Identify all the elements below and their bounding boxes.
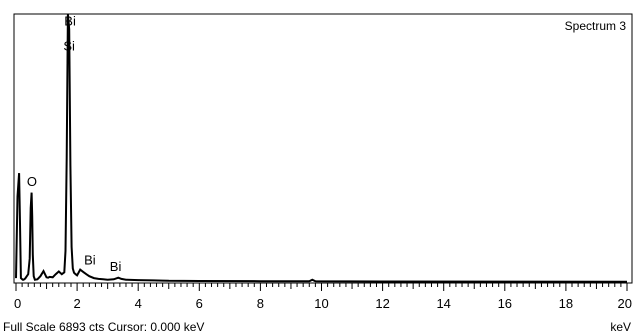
footer-status: Full Scale 6893 cts Cursor: 0.000 keV [3, 320, 204, 333]
peak-label: O [27, 174, 37, 189]
x-tick-label: 16 [498, 296, 512, 311]
chart-title: Spectrum 3 [565, 19, 627, 33]
x-axis-ticks [15, 283, 628, 291]
x-tick-label: 14 [436, 296, 450, 311]
x-tick-label: 8 [257, 296, 264, 311]
peak-label: Si [63, 39, 75, 54]
peak-annotations: Bi Si O Bi Bi [27, 13, 122, 274]
spectrum-series-line [15, 13, 628, 283]
x-tick-label: 2 [73, 296, 80, 311]
x-tick-label: 12 [375, 296, 389, 311]
x-axis-label: keV [610, 320, 631, 333]
x-axis-tick-labels: 0 2 4 6 8 10 12 14 16 18 20 [14, 296, 632, 311]
x-tick-label: 0 [14, 296, 21, 311]
x-tick-label: 6 [196, 296, 203, 311]
x-tick-label: 4 [135, 296, 142, 311]
peak-label: Bi [110, 259, 122, 274]
plot-frame [13, 13, 633, 284]
peak-label: Bi [64, 13, 76, 28]
x-tick-label: 20 [618, 296, 632, 311]
x-tick-label: 18 [559, 296, 573, 311]
peak-label: Bi [84, 253, 96, 268]
x-tick-label: 10 [314, 296, 328, 311]
